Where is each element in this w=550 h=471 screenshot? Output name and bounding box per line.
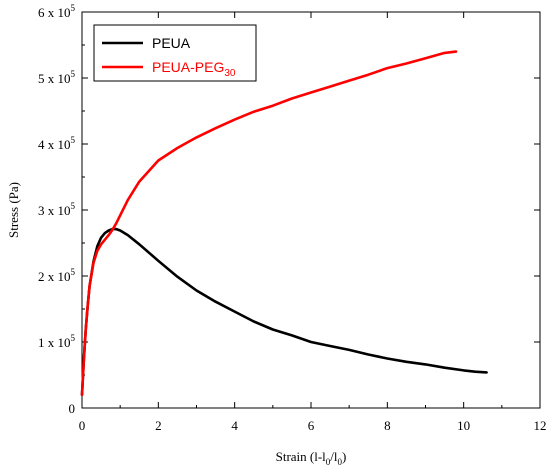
x-tick-label: 2 xyxy=(155,418,162,433)
ticks: 0 2 4 6 8 10 12 0 1 x 105 2 x 105 3 x 105 4 x 105 5 … xyxy=(38,3,547,433)
y-tick-label: 0 xyxy=(69,401,76,416)
x-tick-label: 0 xyxy=(79,418,86,433)
y-tick-label: 6 x 105 xyxy=(38,3,76,20)
series-line-2 xyxy=(80,50,458,397)
series-lines xyxy=(80,50,488,397)
x-tick-label: 12 xyxy=(534,418,547,433)
y-axis-title: Stress (Pa) xyxy=(6,182,21,238)
y-tick-label: 3 x 105 xyxy=(38,201,76,218)
y-tick-label: 4 x 105 xyxy=(38,135,76,152)
legend-label: PEUA-PEG30 xyxy=(152,59,236,79)
y-tick-label: 1 x 105 xyxy=(38,333,76,350)
x-tick-label: 10 xyxy=(457,418,470,433)
x-axis-title: Strain (l-l0/l0) xyxy=(276,449,347,467)
legend: PEUA PEUA-PEG30 xyxy=(93,24,257,82)
y-tick-label: 5 x 105 xyxy=(38,69,76,86)
x-tick-label: 4 xyxy=(231,418,238,433)
legend-label: PEUA xyxy=(152,35,191,51)
x-tick-label: 8 xyxy=(384,418,391,433)
y-tick-label: 2 x 105 xyxy=(38,267,76,284)
series-line-1 xyxy=(80,227,488,397)
legend-box xyxy=(93,24,257,82)
x-tick-label: 6 xyxy=(308,418,315,433)
